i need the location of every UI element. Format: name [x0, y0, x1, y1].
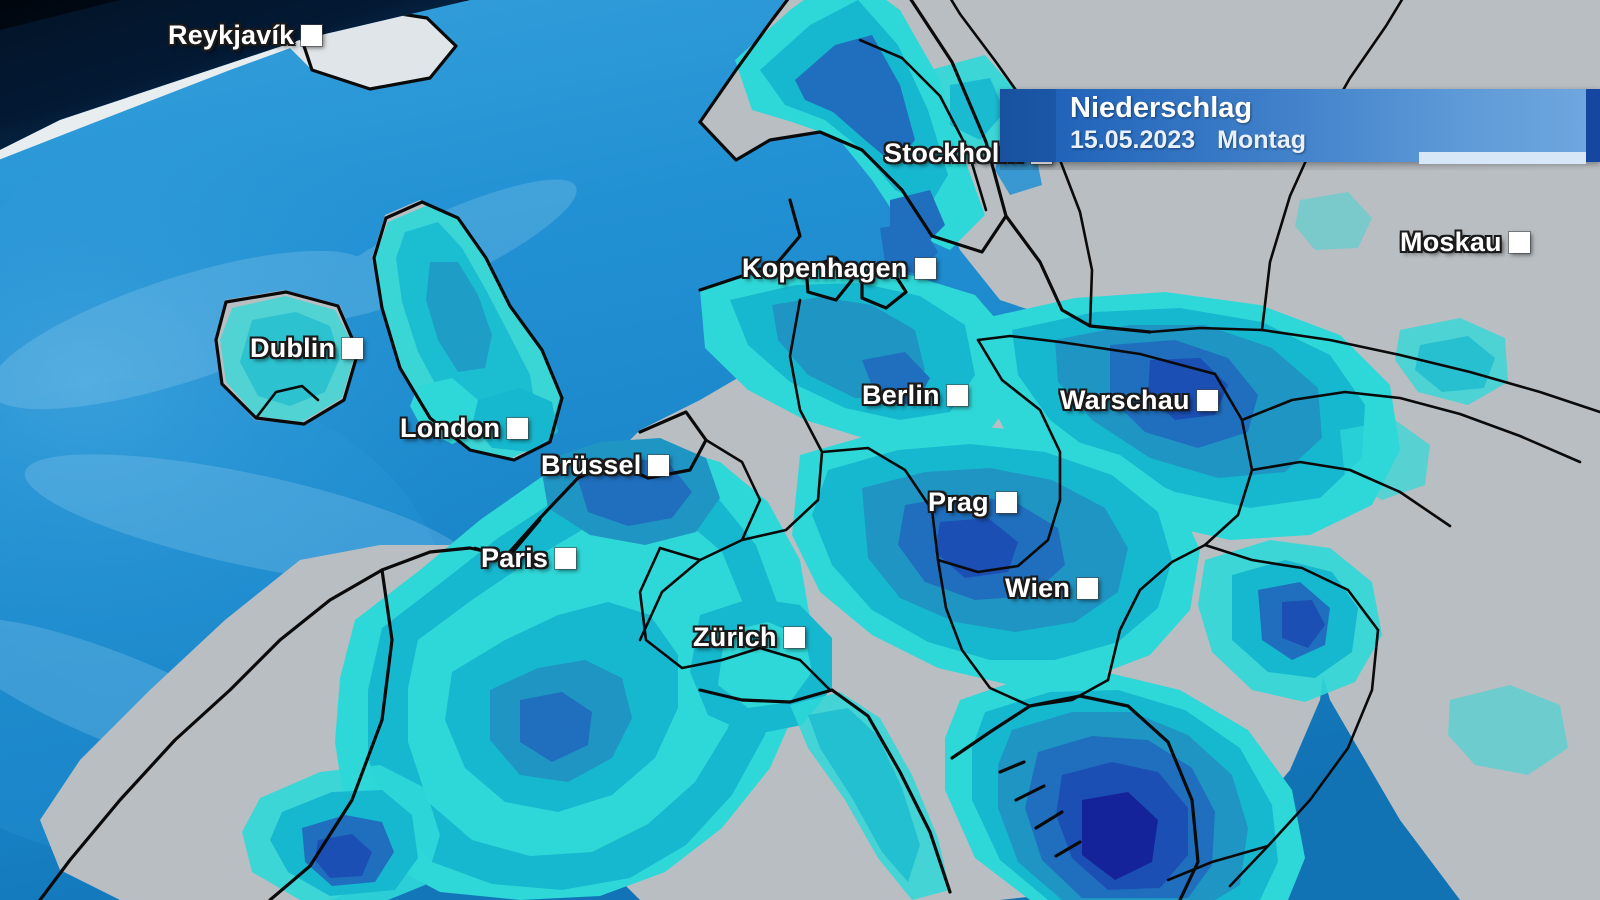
city-name: Paris: [481, 543, 549, 573]
city-label[interactable]: Zürich: [693, 622, 805, 653]
city-marker-icon: [914, 258, 936, 279]
city-label[interactable]: Reykjavík: [168, 20, 323, 51]
city-marker-icon: [783, 627, 805, 648]
city-marker-icon: [1077, 578, 1099, 599]
city-name: Prag: [928, 487, 989, 517]
banner-left-cap: [1000, 89, 1056, 162]
city-name: Zürich: [693, 622, 777, 652]
city-label[interactable]: Warschau: [1060, 385, 1218, 416]
banner-right-cap: [1586, 89, 1600, 162]
city-marker-icon: [946, 385, 968, 406]
precipitation-layer: [220, 0, 1568, 900]
city-label[interactable]: Kopenhagen: [742, 253, 936, 284]
city-marker-icon: [555, 548, 577, 569]
city-name: Brüssel: [541, 450, 642, 480]
city-label[interactable]: Paris: [481, 543, 577, 574]
city-marker-icon: [648, 455, 670, 476]
city-marker-icon: [507, 418, 529, 439]
city-name: Warschau: [1060, 385, 1190, 415]
city-name: London: [400, 413, 501, 443]
product-date: 15.05.2023: [1070, 126, 1196, 154]
title-banner: Niederschlag 15.05.2023 Montag: [1000, 89, 1600, 162]
product-title: Niederschlag: [1070, 92, 1253, 124]
city-name: Berlin: [862, 380, 940, 410]
city-name: Dublin: [250, 333, 336, 363]
banner-underline-bar: [1419, 152, 1586, 164]
product-weekday: Montag: [1217, 126, 1306, 154]
city-name: Wien: [1005, 573, 1071, 603]
product-date-row: 15.05.2023 Montag: [1070, 125, 1306, 156]
city-label[interactable]: Wien: [1005, 573, 1099, 604]
city-marker-icon: [301, 25, 323, 46]
city-name: Kopenhagen: [742, 253, 908, 283]
city-name: Reykjavík: [168, 20, 295, 50]
city-marker-icon: [1508, 232, 1530, 253]
city-label[interactable]: Moskau: [1400, 227, 1530, 258]
banner-text-block: Niederschlag 15.05.2023 Montag: [1070, 92, 1306, 156]
city-label[interactable]: Berlin: [862, 380, 968, 411]
city-marker-icon: [342, 338, 364, 359]
city-label[interactable]: Brüssel: [541, 450, 670, 481]
city-marker-icon: [1196, 390, 1218, 411]
city-label[interactable]: Prag: [928, 487, 1017, 518]
city-marker-icon: [995, 492, 1017, 513]
banner-shadow: [1000, 162, 1600, 170]
city-label[interactable]: Dublin: [250, 333, 364, 364]
city-name: Moskau: [1400, 227, 1502, 257]
city-label[interactable]: London: [400, 413, 529, 444]
